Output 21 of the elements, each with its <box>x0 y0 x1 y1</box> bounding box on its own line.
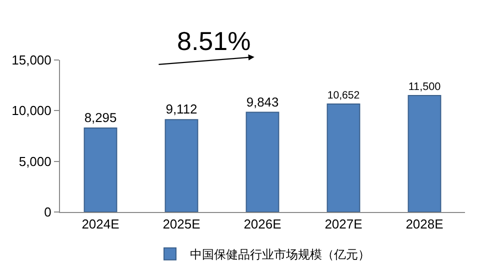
x-tick-label: 2027E <box>324 216 363 232</box>
legend-label: 中国保健品行业市场规模（亿元） <box>190 248 370 262</box>
x-tick-label: 2024E <box>82 216 120 232</box>
text: 9,843 <box>246 94 279 110</box>
bar <box>326 104 360 212</box>
text: 10,652 <box>327 90 360 102</box>
text: 9,112 <box>166 102 198 117</box>
bar <box>84 127 118 212</box>
x-tick-label: 2026E <box>244 216 282 232</box>
text: 11,500 <box>408 80 441 93</box>
bar <box>408 94 442 212</box>
y-tick-label: 5,000 <box>18 154 52 169</box>
x-tick-label: 2025E <box>162 216 201 232</box>
text: 8,295 <box>84 110 117 125</box>
text: 8.51% <box>177 26 251 56</box>
y-tick-label: 10,000 <box>12 103 52 118</box>
bar <box>246 112 280 212</box>
y-tick-label: 15,000 <box>12 52 52 68</box>
x-tick-label: 2028E <box>406 216 444 232</box>
y-tick-label: 0 <box>44 204 52 220</box>
bar <box>164 119 198 212</box>
